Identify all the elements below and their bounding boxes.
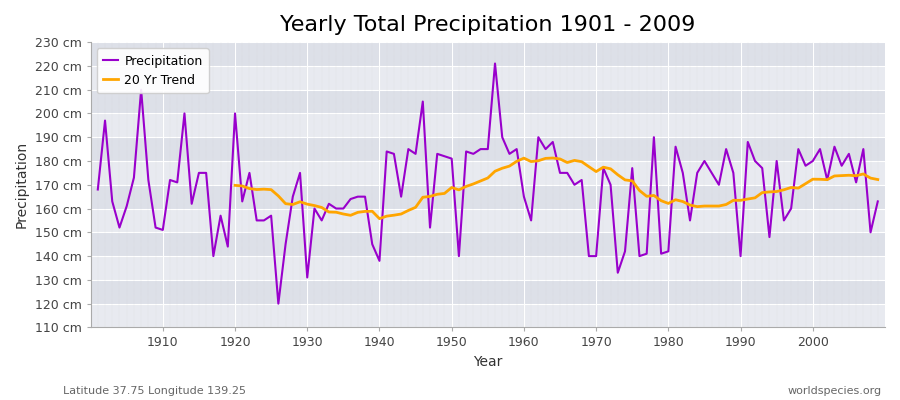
Bar — [91, 90, 885, 114]
20 Yr Trend — [432, 192, 443, 197]
20 Yr Trend — [374, 216, 385, 221]
20 Yr Trend — [316, 205, 327, 210]
20 Yr Trend — [872, 177, 883, 182]
Precipitation — [360, 194, 371, 199]
Bar — [91, 161, 885, 185]
Title: Yearly Total Precipitation 1901 - 2009: Yearly Total Precipitation 1901 - 2009 — [280, 15, 696, 35]
Line: Precipitation: Precipitation — [98, 64, 878, 304]
Bar — [91, 304, 885, 328]
X-axis label: Year: Year — [473, 355, 502, 369]
20 Yr Trend — [793, 186, 804, 190]
Bar — [91, 280, 885, 304]
Bar — [91, 42, 885, 66]
Bar — [91, 114, 885, 137]
Precipitation — [316, 218, 327, 223]
Precipitation — [533, 135, 544, 140]
20 Yr Trend — [547, 156, 558, 160]
Y-axis label: Precipitation: Precipitation — [15, 141, 29, 228]
Bar — [91, 256, 885, 280]
20 Yr Trend — [858, 172, 868, 176]
Precipitation — [872, 199, 883, 204]
Bar — [91, 232, 885, 256]
Precipitation — [490, 61, 500, 66]
Text: worldspecies.org: worldspecies.org — [788, 386, 882, 396]
Precipitation — [619, 249, 630, 254]
Bar — [91, 208, 885, 232]
Precipitation — [93, 187, 104, 192]
20 Yr Trend — [778, 187, 789, 192]
Precipitation — [273, 301, 284, 306]
Line: 20 Yr Trend: 20 Yr Trend — [235, 158, 878, 219]
Legend: Precipitation, 20 Yr Trend: Precipitation, 20 Yr Trend — [97, 48, 209, 93]
Text: Latitude 37.75 Longitude 139.25: Latitude 37.75 Longitude 139.25 — [63, 386, 246, 396]
Bar — [91, 137, 885, 161]
Precipitation — [526, 218, 536, 223]
Bar — [91, 185, 885, 208]
Bar — [91, 66, 885, 90]
20 Yr Trend — [230, 183, 240, 188]
20 Yr Trend — [692, 204, 703, 209]
Precipitation — [150, 225, 161, 230]
